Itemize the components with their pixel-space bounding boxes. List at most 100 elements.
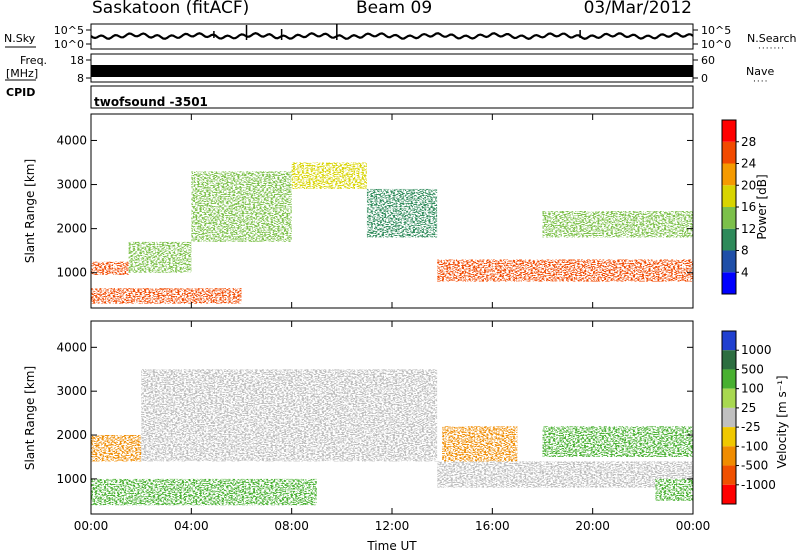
velocity-colorbar-tick-label: -100 [741, 439, 768, 453]
velocity-colorbar-segment [722, 484, 736, 504]
power-colorbar-segment [722, 163, 736, 186]
scatter-region [655, 478, 693, 501]
power-y-axis: 1000 2000 3000 4000 [56, 133, 693, 280]
velocity-colorbar-segment [722, 388, 736, 408]
scatter-region [542, 426, 693, 457]
power-ylabel: Slant Range [km] [23, 159, 37, 263]
freq-unit-label: [MHz] [6, 67, 39, 80]
x-tick-label: 20:00 [575, 519, 610, 533]
station-title: Saskatoon (fitACF) [92, 0, 250, 18]
velocity-x-axis: 00:00 04:00 08:00 12:00 16:00 20:00 00:00 [74, 321, 711, 533]
power-colorbar-segment [722, 228, 736, 251]
velocity-colorbar-segment [722, 407, 736, 428]
power-colorbar-tick-label: 16 [741, 200, 756, 214]
y-tick-label: 1000 [56, 266, 87, 280]
cpid-strip [90, 85, 694, 109]
velocity-colorbar-tick-label: -500 [741, 459, 768, 473]
velocity-panel: 1000 2000 3000 4000 00:00 04:00 08:00 12:00 16:… [23, 320, 711, 553]
noise-tick-left-top: 10^5 [54, 24, 84, 37]
y-tick-label: 1000 [56, 472, 87, 486]
scatter-region [366, 188, 438, 238]
power-colorbar-tick-label: 24 [741, 157, 756, 171]
nave-label: Nave [746, 65, 775, 78]
freq-tick-bottom: 8 [77, 72, 84, 85]
scatter-region [141, 369, 438, 462]
x-tick-label: 12:00 [375, 519, 410, 533]
date-title: 03/Mar/2012 [583, 0, 692, 18]
nave-legend-dots: ···· [753, 77, 769, 87]
x-tick-label: 00:00 [676, 519, 711, 533]
cpid-value: twofsound -3501 [94, 95, 208, 109]
noise-tick-right-top: 10^5 [701, 24, 731, 37]
velocity-colorbar-tick-label: -1000 [741, 478, 776, 492]
nsky-label: N.Sky [4, 32, 36, 45]
velocity-colorbar-segment [722, 427, 736, 447]
noise-strip: 10^5 10^0 10^5 10^0 [5, 23, 731, 51]
scatter-region [91, 478, 317, 506]
scatter-region [128, 241, 192, 273]
scatter-region [442, 426, 518, 462]
nsearch-legend-dots: ······· [758, 44, 786, 54]
scatter-region [542, 211, 693, 238]
velocity-colorbar-segment [722, 369, 736, 389]
noise-tick-right-bottom: 10^0 [701, 38, 731, 51]
power-colorbar-tick-label: 4 [741, 265, 749, 279]
scatter-region [91, 288, 242, 304]
velocity-scatter [91, 369, 693, 506]
freq-tick-top: 18 [70, 54, 84, 67]
freq-label: Freq. [20, 54, 48, 67]
frequency-band [91, 65, 693, 77]
scatter-region [91, 261, 129, 275]
noise-trace-line [90, 32, 694, 40]
power-colorbar-segment [722, 250, 736, 273]
time-ut-label: Time UT [366, 539, 417, 553]
velocity-colorbar: 1000 500 100 25 -25 -100 -500 -1000 Velocity [m… [721, 330, 789, 505]
nave-tick-bottom: 0 [701, 72, 708, 85]
power-colorbar-segment [722, 207, 736, 229]
frequency-strip: 18 8 60 0 [5, 53, 715, 85]
scatter-region [191, 171, 292, 242]
power-x-ticks [90, 114, 694, 308]
power-scatter [91, 162, 693, 304]
velocity-colorbar-segment [722, 465, 736, 485]
power-colorbar-segment [722, 141, 736, 164]
y-tick-label: 2000 [56, 222, 87, 236]
velocity-colorbar-tick-label: 100 [741, 382, 764, 396]
x-tick-label: 16:00 [475, 519, 510, 533]
power-colorbar-tick-label: 28 [741, 135, 756, 149]
power-colorbar-tick-label: 8 [741, 244, 749, 258]
power-colorbar: 4 8 12 16 20 24 28 Power [dB] [721, 119, 769, 295]
velocity-colorbar-tick-label: 500 [741, 362, 764, 376]
y-tick-label: 4000 [56, 133, 87, 147]
power-colorbar-tick-label: 20 [741, 178, 756, 192]
power-colorbar-label: Power [dB] [755, 174, 769, 239]
noise-trace [90, 24, 694, 40]
velocity-colorbar-segment [722, 446, 736, 466]
power-colorbar-tick-label: 12 [741, 222, 756, 236]
scatter-region [437, 461, 693, 488]
scatter-region [437, 259, 693, 282]
velocity-colorbar-segment [722, 350, 736, 370]
velocity-colorbar-frame [721, 330, 737, 505]
nsearch-label: N.Search [747, 32, 797, 45]
noise-tick-left-bottom: 10^0 [54, 38, 84, 51]
velocity-colorbar-tick-label: 1000 [741, 343, 772, 357]
x-tick-label: 08:00 [274, 519, 309, 533]
scatter-region [291, 162, 367, 189]
cpid-label: CPID [6, 86, 36, 99]
x-tick-label: 00:00 [74, 519, 109, 533]
scatter-region [91, 435, 142, 462]
power-colorbar-segment [722, 272, 736, 294]
y-tick-label: 2000 [56, 428, 87, 442]
beam-title: Beam 09 [356, 0, 433, 18]
velocity-colorbar-segment [722, 331, 736, 351]
velocity-y-axis: 1000 2000 3000 4000 [56, 340, 693, 486]
x-tick-label: 04:00 [174, 519, 209, 533]
y-tick-label: 3000 [56, 178, 87, 192]
power-panel: 1000 2000 3000 4000 Slant Range [km] [23, 113, 694, 309]
velocity-ylabel: Slant Range [km] [23, 366, 37, 470]
velocity-colorbar-label: Velocity [m s⁻¹] [775, 375, 789, 468]
velocity-colorbar-tick-label: -25 [741, 420, 761, 434]
y-tick-label: 3000 [56, 384, 87, 398]
